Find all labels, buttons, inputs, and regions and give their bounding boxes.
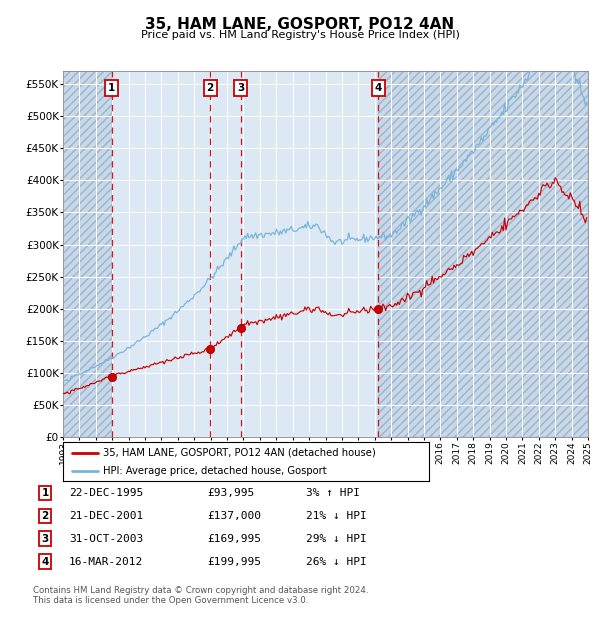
Text: 2: 2: [41, 511, 49, 521]
Text: 35, HAM LANE, GOSPORT, PO12 4AN: 35, HAM LANE, GOSPORT, PO12 4AN: [145, 17, 455, 32]
Text: 31-OCT-2003: 31-OCT-2003: [69, 534, 143, 544]
Text: 2: 2: [206, 82, 214, 93]
Text: 1: 1: [108, 82, 115, 93]
Text: 26% ↓ HPI: 26% ↓ HPI: [306, 557, 367, 567]
Text: £199,995: £199,995: [207, 557, 261, 567]
Text: Price paid vs. HM Land Registry's House Price Index (HPI): Price paid vs. HM Land Registry's House …: [140, 30, 460, 40]
Text: 4: 4: [41, 557, 49, 567]
Text: Contains HM Land Registry data © Crown copyright and database right 2024.
This d: Contains HM Land Registry data © Crown c…: [33, 586, 368, 605]
Text: £137,000: £137,000: [207, 511, 261, 521]
Text: 1: 1: [41, 488, 49, 498]
Text: £169,995: £169,995: [207, 534, 261, 544]
Text: 22-DEC-1995: 22-DEC-1995: [69, 488, 143, 498]
Text: 21-DEC-2001: 21-DEC-2001: [69, 511, 143, 521]
Text: 3: 3: [41, 534, 49, 544]
Text: 35, HAM LANE, GOSPORT, PO12 4AN (detached house): 35, HAM LANE, GOSPORT, PO12 4AN (detache…: [103, 448, 376, 458]
Text: 3: 3: [237, 82, 244, 93]
Text: 3% ↑ HPI: 3% ↑ HPI: [306, 488, 360, 498]
Text: 16-MAR-2012: 16-MAR-2012: [69, 557, 143, 567]
Text: £93,995: £93,995: [207, 488, 254, 498]
Text: 21% ↓ HPI: 21% ↓ HPI: [306, 511, 367, 521]
Text: HPI: Average price, detached house, Gosport: HPI: Average price, detached house, Gosp…: [103, 466, 327, 476]
Text: 29% ↓ HPI: 29% ↓ HPI: [306, 534, 367, 544]
Text: 4: 4: [374, 82, 382, 93]
